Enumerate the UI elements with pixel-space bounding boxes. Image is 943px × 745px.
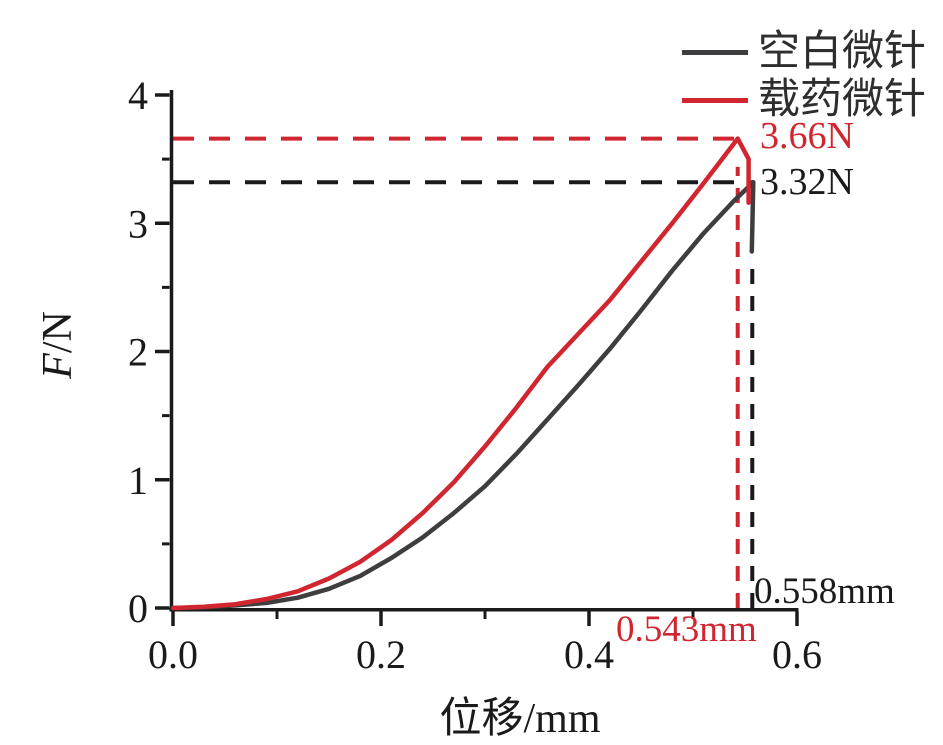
drug-series-line-swatch	[682, 97, 748, 103]
x-axis-title: 位移/mm	[439, 696, 601, 742]
y-tick-label: 4	[128, 73, 148, 118]
y-tick-label: 3	[128, 201, 148, 246]
x-tick-label: 0.0	[148, 632, 198, 677]
y-axis-unit: /N	[35, 311, 81, 354]
series-curve-0	[170, 179, 756, 611]
y-axis-title: F/N	[34, 311, 82, 379]
x-tick-label: 0.4	[564, 632, 614, 677]
x-tick-label: 0.6	[772, 632, 822, 677]
y-tick-label: 1	[128, 458, 148, 503]
annotation-red-peak-force: 3.66N	[760, 115, 854, 157]
series-curve-1	[170, 136, 751, 611]
chart-legend: 空白微针 载药微针	[682, 28, 926, 124]
legend-item-blank-microneedle: 空白微针	[682, 28, 926, 76]
annotation-red-peak-displacement: 0.543mm	[616, 609, 757, 650]
legend-label: 空白微针	[758, 29, 927, 75]
annotation-black-peak-displacement: 0.558mm	[754, 571, 895, 612]
y-tick-label: 0	[128, 586, 148, 631]
x-tick-label: 0.2	[356, 632, 406, 677]
annotation-black-peak-force: 3.32N	[760, 161, 854, 203]
y-tick-label: 2	[128, 330, 148, 375]
legend-label: 载药微针	[758, 77, 927, 123]
y-axis-symbol: F	[35, 353, 81, 379]
legend-item-drug-loaded-microneedle: 载药微针	[682, 76, 926, 124]
blank-series-line-swatch	[682, 49, 748, 55]
